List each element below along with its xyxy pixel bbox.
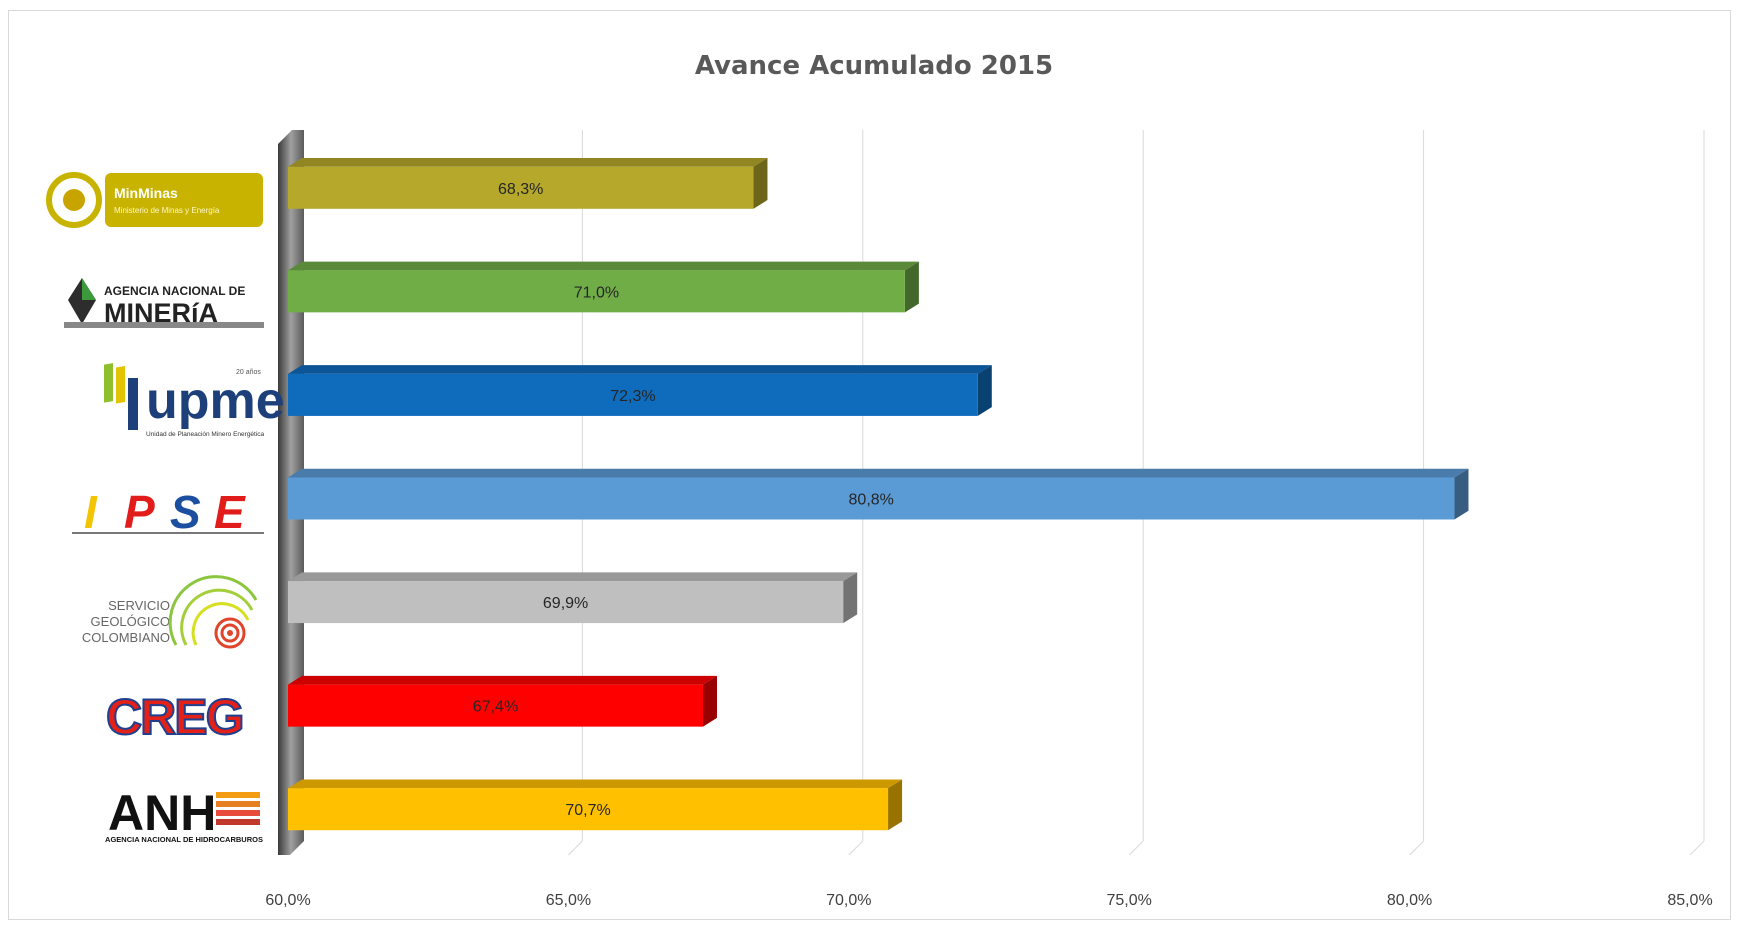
bar-front (288, 684, 703, 727)
upme-name: upme (146, 372, 285, 430)
x-tick-label: 85,0% (1667, 892, 1712, 909)
ipse-letter-e: E (214, 486, 246, 538)
bar-side (904, 261, 919, 313)
logo-anh: ANH AGENCIA NACIONAL DE HIDROCARBUROS (105, 785, 263, 844)
bar-value-label: 72,3% (610, 388, 655, 405)
anh-name: ANH (108, 785, 216, 841)
gridline-foot (1128, 840, 1144, 856)
gridline-foot (568, 840, 583, 856)
x-tick-label: 70,0% (826, 892, 871, 909)
creg-name: CREG (106, 689, 242, 745)
bar-top (288, 158, 768, 167)
sgc-line3: COLOMBIANO (82, 630, 170, 645)
logo-upme: upme 20 años Unidad de Planeación Minero… (104, 363, 285, 438)
bar-top (288, 365, 992, 374)
sgc-line2: GEOLÓGICO (91, 614, 170, 629)
x-tick-label: 75,0% (1107, 892, 1152, 909)
upme-badge: 20 años (236, 369, 261, 376)
bar-value-label: 70,7% (565, 802, 610, 819)
sgc-spiral-icon (168, 575, 258, 649)
x-tick-label: 60,0% (265, 892, 310, 909)
x-tick-label: 80,0% (1387, 892, 1432, 909)
upme-subtitle: Unidad de Planeación Minero Energética (146, 431, 265, 438)
bar-value-label: 71,0% (574, 284, 619, 301)
minminas-subtitle: Ministerio de Minas y Energía (114, 206, 220, 215)
minminas-badge (105, 173, 263, 227)
bar-side (888, 779, 903, 831)
bar-side (1454, 468, 1469, 520)
anm-line1: AGENCIA NACIONAL DE (104, 284, 245, 298)
bar-front (288, 373, 978, 416)
bar-4: 80,8% (288, 468, 1469, 520)
bar-value-label: 67,4% (473, 699, 518, 716)
logo-ipse: I P S E (72, 486, 264, 538)
ipse-letter-i: I (84, 486, 98, 538)
bar-7: 70,7% (288, 779, 903, 831)
bar-value-label: 69,9% (543, 595, 588, 612)
bar-top (288, 468, 1469, 478)
bar-front (288, 270, 905, 313)
bar-value-label: 68,3% (498, 181, 543, 198)
bar-1: 68,3% (288, 158, 768, 209)
bar-front (288, 788, 889, 831)
bar-front (288, 477, 1455, 520)
ipse-letter-p: P (124, 486, 155, 538)
bar-value-label: 80,8% (849, 492, 894, 509)
x-tick-label: 65,0% (546, 892, 591, 909)
bar-side (753, 158, 768, 209)
bar-front (288, 581, 844, 624)
logo-anm: AGENCIA NACIONAL DE MINERíA (64, 278, 264, 328)
logo-minminas: MinMinas Ministerio de Minas y Energía (46, 172, 263, 228)
bar-front (288, 166, 754, 209)
bar-top (288, 572, 858, 582)
bar-6: 67,4% (288, 675, 717, 727)
logo-sgc: SERVICIO GEOLÓGICO COLOMBIANO (82, 575, 258, 649)
minminas-name: MinMinas (114, 185, 178, 201)
chart-title: Avance Acumulado 2015 (695, 51, 1053, 81)
bar-2: 71,0% (288, 261, 919, 313)
anm-line2: MINERíA (104, 298, 218, 328)
x-axis-ticks: 60,0% 65,0% 70,0% 75,0% 80,0% 85,0% (265, 892, 1712, 909)
bar-5: 69,9% (288, 572, 858, 624)
ipse-letter-s: S (170, 486, 201, 538)
anh-subtitle: AGENCIA NACIONAL DE HIDROCARBUROS (105, 835, 263, 844)
bar-side (843, 572, 858, 624)
gridline-foot (1409, 840, 1424, 856)
sgc-line1: SERVICIO (108, 598, 170, 613)
gridline-foot (1689, 840, 1705, 856)
bar-top (288, 779, 903, 789)
bars: 68,3% 71,0% 72,3% 80,8% 69,9% 67,4% 70,7% (288, 158, 1469, 831)
bar-top (288, 675, 717, 685)
bar-top (288, 261, 919, 271)
bar-3: 72,3% (288, 365, 992, 416)
bar-side (977, 365, 992, 416)
anh-stripes-icon (216, 792, 260, 825)
bar-side (702, 675, 717, 727)
gridline-foot (848, 840, 864, 856)
logo-creg: CREG (105, 688, 245, 746)
